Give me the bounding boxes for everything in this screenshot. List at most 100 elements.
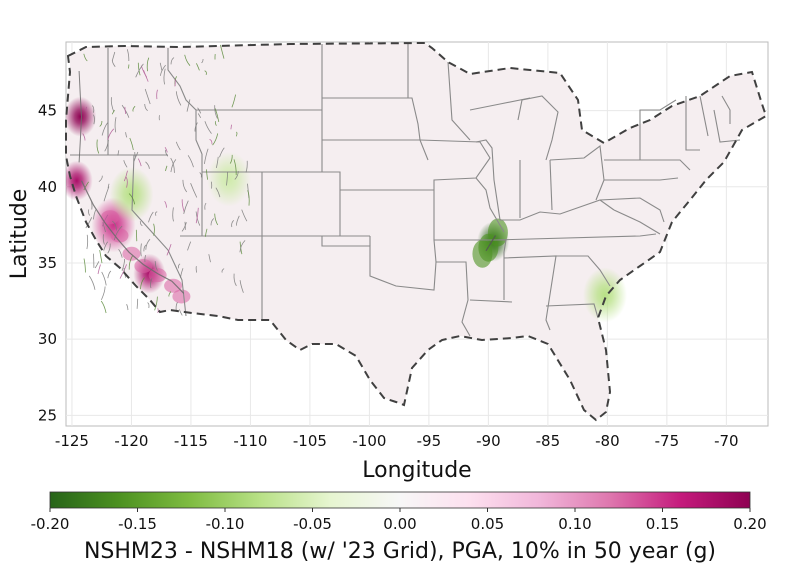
y-tick-label: 45	[38, 102, 57, 120]
fault-trace	[196, 63, 200, 71]
fault-trace	[123, 170, 128, 182]
fault-trace	[186, 99, 191, 112]
fault-trace	[234, 171, 239, 180]
colorbar-tick-label: 0.20	[733, 515, 766, 533]
fault-trace	[178, 263, 181, 269]
fault-trace	[168, 291, 172, 297]
fault-trace	[190, 183, 198, 198]
fault-trace	[235, 131, 238, 137]
x-tick-label: -85	[536, 432, 561, 450]
colorbar-tick-label: -0.10	[206, 515, 245, 533]
fault-trace	[139, 221, 143, 226]
fault-trace	[143, 244, 147, 252]
fault-trace	[197, 107, 202, 114]
fault-trace	[485, 235, 497, 252]
fault-trace	[82, 133, 86, 141]
fault-trace	[175, 91, 182, 106]
fault-trace	[166, 243, 172, 256]
fault-trace	[209, 139, 213, 145]
fault-trace	[220, 44, 225, 59]
fault-trace	[148, 211, 154, 223]
x-tick-label: -80	[595, 432, 620, 450]
fault-trace	[125, 132, 128, 138]
fault-trace	[204, 148, 209, 164]
hotspot	[110, 228, 129, 243]
fault-trace	[230, 124, 232, 130]
fault-trace	[233, 159, 237, 176]
hotspot	[207, 151, 252, 207]
fault-trace	[114, 117, 117, 133]
fault-trace	[125, 177, 128, 188]
fault-trace	[231, 220, 234, 228]
fault-trace	[153, 223, 155, 236]
fault-trace	[182, 179, 188, 193]
colorbar-tick-label: -0.15	[118, 515, 157, 533]
fault-trace	[111, 60, 116, 67]
fault-trace	[107, 128, 115, 140]
fault-trace	[134, 152, 136, 157]
fault-trace	[144, 88, 151, 105]
colorbar-tick-label: 0.10	[558, 515, 591, 533]
fault-trace	[110, 97, 115, 113]
fault-trace	[187, 241, 192, 251]
fault-trace	[214, 121, 217, 126]
fault-trace	[126, 49, 130, 62]
y-tick-label: 40	[38, 178, 57, 196]
hotspot	[148, 268, 167, 283]
fault-trace	[101, 122, 108, 136]
fault-trace	[144, 103, 148, 111]
fault-trace	[143, 70, 149, 82]
fault-trace	[140, 277, 145, 290]
fault-trace	[100, 300, 107, 314]
hotspot	[582, 267, 627, 323]
x-tick-label: -125	[55, 432, 89, 450]
fault-trace	[170, 159, 177, 173]
fault-trace	[102, 234, 105, 245]
fault-trace	[145, 161, 150, 169]
fault-trace	[165, 165, 168, 172]
fault-trace	[204, 202, 207, 210]
fault-trace	[158, 115, 161, 121]
x-tick-label: -100	[352, 432, 386, 450]
x-tick-label: -95	[417, 432, 442, 450]
fault-trace	[107, 243, 111, 254]
fault-trace	[159, 62, 163, 71]
fault-trace	[235, 215, 240, 226]
hotspot	[134, 259, 153, 273]
fault-trace	[147, 302, 150, 309]
fault-trace	[154, 296, 158, 311]
y-tick-label: 35	[38, 254, 57, 272]
fault-trace	[123, 160, 128, 168]
fault-trace	[199, 172, 202, 178]
fault-trace	[83, 258, 86, 273]
fault-trace	[103, 241, 109, 251]
fault-trace	[99, 120, 103, 127]
fault-trace	[175, 302, 178, 311]
fault-trace	[195, 207, 199, 224]
fault-trace	[195, 211, 201, 226]
fault-trace	[128, 255, 133, 270]
fault-trace	[201, 58, 204, 64]
fault-trace	[99, 250, 103, 264]
colorbar-tick-label: -0.20	[31, 515, 70, 533]
fault-trace	[145, 238, 151, 250]
fault-trace	[135, 63, 144, 78]
fault-trace	[111, 109, 115, 115]
x-tick-label: -75	[655, 432, 680, 450]
fault-trace	[164, 146, 168, 153]
fault-trace	[181, 222, 187, 232]
fault-trace	[104, 139, 109, 152]
fault-trace	[204, 228, 208, 237]
fault-trace	[164, 200, 167, 208]
fault-trace	[197, 113, 201, 118]
fault-trace	[78, 70, 83, 163]
colorbar-title: NSHM23 - NSHM18 (w/ '23 Grid), PGA, 10% …	[84, 539, 716, 564]
fault-trace	[208, 254, 211, 263]
fault-trace	[176, 141, 181, 151]
fault-trace	[239, 280, 244, 293]
colorbar-tick-labels: -0.20 -0.15 -0.10 -0.05 0.00 0.05 0.10 0.15 0.20	[31, 508, 767, 533]
fault-trace	[101, 271, 107, 286]
x-tick-label: -70	[714, 432, 739, 450]
fault-trace	[178, 309, 183, 316]
